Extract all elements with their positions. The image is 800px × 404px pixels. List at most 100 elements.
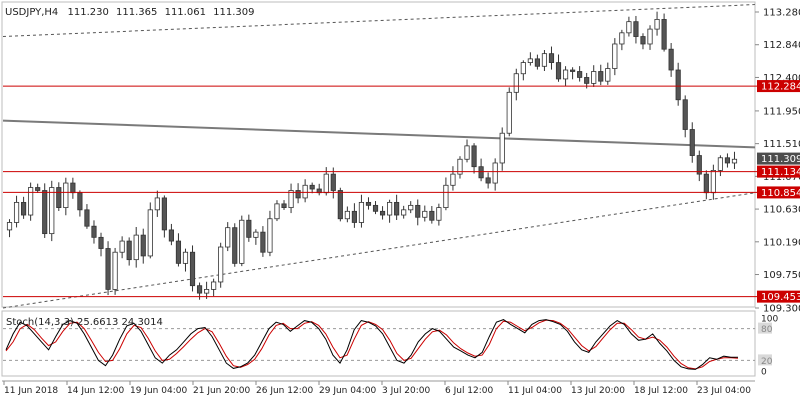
candle-bull [717,157,723,171]
low-value: 111.061 [165,7,206,18]
candle-bull [562,69,569,80]
candle-bear [696,155,702,175]
time-tick-label: 23 Jul 04:00 [697,386,751,396]
candle-bear [598,71,604,82]
stoch-panel [1,310,756,377]
candle-bull [422,210,428,218]
candle-bull [527,58,533,63]
candle-bear [246,219,252,238]
candle-bear [570,69,576,72]
candle-bear [415,204,421,218]
stoch-axis-label: 100 [761,315,778,325]
candle-bull [654,19,660,30]
candle-bull [302,184,308,199]
time-tick-label: 3 Jul 20:00 [382,386,431,396]
candle-bear [555,62,562,80]
candle-bear [394,201,400,216]
candle-bull [626,21,632,34]
candle-bear [168,229,174,242]
candle-bull [506,91,512,134]
candle-bull [513,73,519,93]
price-tick-label: 109.750 [763,270,800,281]
candle-bull [464,145,470,160]
candle-bull [520,62,526,75]
close-value: 111.309 [213,7,254,18]
candle-bull [147,209,153,257]
price-axis: 113.280112.840112.400111.950111.510111.0… [755,8,800,315]
stoch-signal-line [5,319,739,370]
stoch-axis-label: 80 [761,325,773,335]
candle-bear [682,99,688,130]
time-tick-label: 11 Jun 2018 [4,386,58,396]
candle-bear [70,182,76,194]
candle-bear [485,177,491,184]
price-tick-label: 110.190 [763,237,800,248]
level-label: 109.453 [761,292,800,303]
time-tick-label: 26 Jun 12:00 [256,386,313,396]
candle-bull [6,222,13,231]
candle-bull [63,182,69,208]
candle-bull [119,240,125,253]
candle-bear [35,187,41,191]
candle-bull [49,187,55,235]
candle-bear [365,201,372,206]
candle-bear [84,209,90,227]
candle-bull [182,251,189,264]
candle-bear [351,210,357,223]
candle-bull [499,132,505,164]
price-tick-label: 111.510 [763,139,800,150]
time-tick-label: 11 Jul 04:00 [508,386,562,396]
stoch-level-box [758,322,772,334]
candle-bear [689,129,695,156]
current-price-box [757,152,800,165]
candle-bull [267,218,273,253]
candle-bear [232,227,238,264]
candle-bull [647,28,653,45]
candle-bear [77,192,83,211]
level-label-box [757,80,800,93]
candle-bear [633,21,639,37]
candle-bear [21,201,27,216]
candle-bear [98,236,104,249]
time-tick-label: 13 Jul 20:00 [571,386,625,396]
candle-bull [401,209,407,216]
time-axis: 11 Jun 2018 14 Jun 12:00 19 Jun 04:00 21 Ju… [3,381,751,396]
candle-bear [471,145,477,168]
candle-bear [161,197,167,231]
candle-bull [211,281,217,290]
stoch-level-box [758,354,772,366]
candle-bull [443,184,449,208]
candle-bull [204,289,210,294]
candle-bear [309,184,315,190]
stoch-axis-label: 0 [761,368,767,378]
candle-bull [457,158,463,175]
candle-bull [13,201,20,223]
candle-bear [295,190,301,199]
candle-bull [28,187,34,216]
time-tick-label: 29 Jun 04:00 [319,386,376,396]
candle-bear [534,58,540,67]
candle-bear [640,36,646,45]
candle-bear [548,53,555,63]
trendline-solid-0 [2,119,756,149]
candles [6,11,738,300]
candle-bull [112,251,118,290]
candle-bull [436,207,442,221]
candle-bear [140,234,146,257]
candle-bull [605,68,611,82]
time-tick-label: 14 Jun 12:00 [67,386,124,396]
level-label: 112.284 [761,82,800,93]
high-value: 111.365 [116,7,157,18]
candle-bear [372,204,379,212]
candle-bull [344,210,350,220]
level-label-box [757,165,800,178]
stoch-axis-label: 20 [761,357,773,367]
candle-bear [260,231,266,253]
candle-bull [612,43,618,69]
candle-bear [196,285,203,294]
current-price-label: 111.309 [761,154,800,165]
candle-bull [225,227,231,248]
stoch-main-line [5,319,738,370]
candle-bull [358,201,365,223]
